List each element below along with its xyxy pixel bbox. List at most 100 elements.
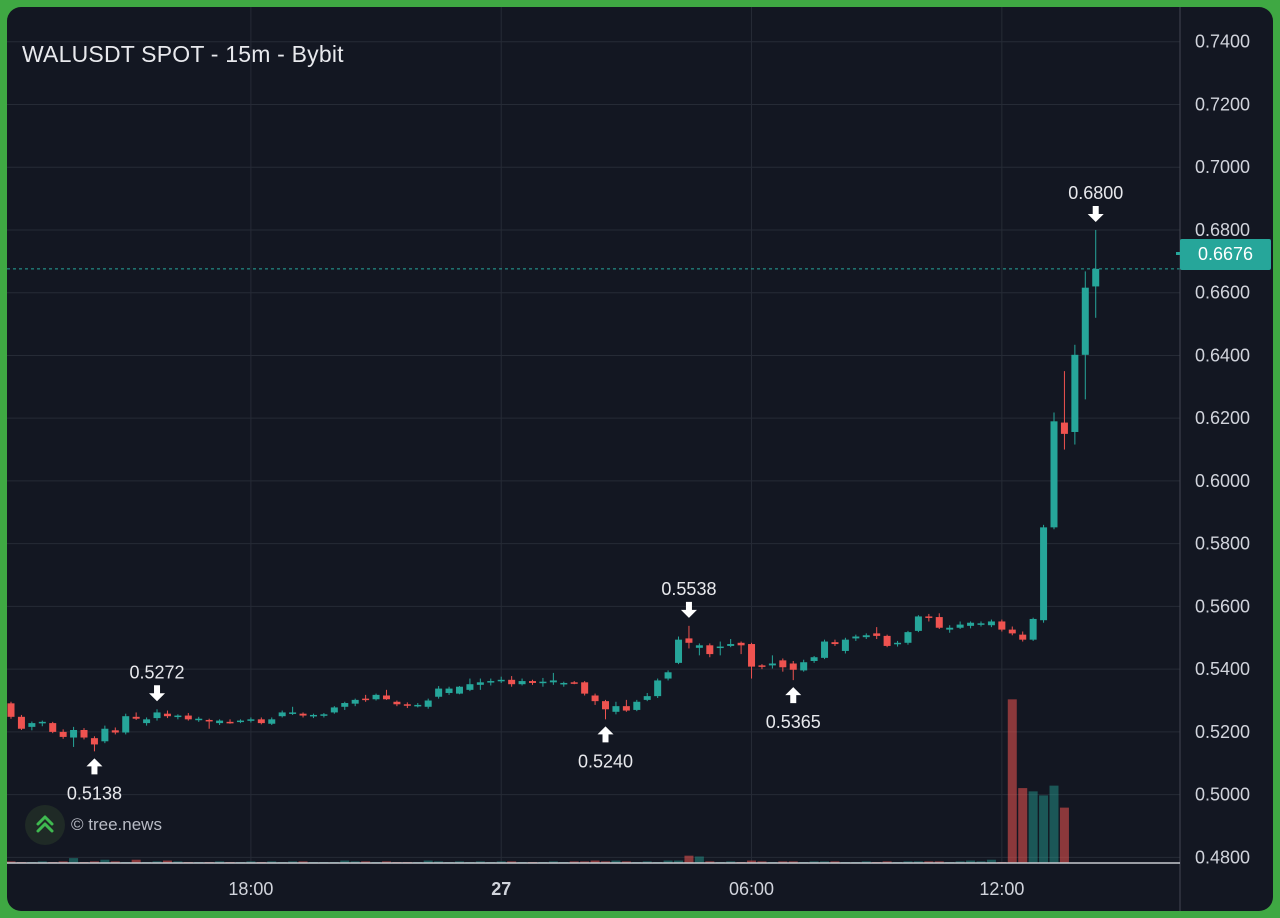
candle-body bbox=[435, 688, 443, 697]
volume-bar bbox=[162, 860, 172, 863]
watermark: © tree.news bbox=[25, 805, 162, 845]
volume-bar bbox=[809, 861, 819, 863]
candle-body bbox=[685, 638, 693, 643]
current-price-tag: 0.6676 bbox=[1176, 239, 1271, 270]
volume-bar bbox=[778, 861, 788, 863]
candle-body bbox=[122, 716, 130, 733]
candle-body bbox=[716, 646, 724, 649]
candle-body bbox=[101, 728, 109, 742]
volume-bar bbox=[215, 861, 225, 863]
candle-body bbox=[393, 701, 401, 705]
candle-body bbox=[143, 719, 151, 724]
candle-body bbox=[622, 706, 630, 711]
volume-bar bbox=[1007, 699, 1017, 863]
candle-body bbox=[403, 704, 411, 706]
candle-body bbox=[184, 715, 192, 720]
volume-bar bbox=[694, 856, 704, 863]
axis-layer: 0.4800 0.5000 0.5200 0.5400 0.5600 0.5800 0.60… bbox=[7, 7, 1250, 911]
candle-body bbox=[236, 720, 244, 723]
candle-body bbox=[289, 712, 297, 714]
volume-bar bbox=[601, 861, 611, 863]
y-tick-label: 0.7200 bbox=[1195, 94, 1250, 114]
volume-bar bbox=[361, 861, 371, 863]
candle-body bbox=[967, 622, 975, 626]
candle-body bbox=[591, 695, 599, 702]
volume-bar bbox=[100, 859, 110, 863]
candle-body bbox=[518, 681, 526, 685]
candle-body bbox=[216, 720, 224, 724]
price-annotation-label: 0.6800 bbox=[1068, 183, 1123, 203]
candle-body bbox=[320, 714, 328, 716]
volume-bar bbox=[548, 861, 558, 863]
candle-body bbox=[132, 716, 140, 719]
candle-body bbox=[695, 645, 703, 648]
candle-body bbox=[831, 642, 839, 645]
x-tick-label: 12:00 bbox=[979, 879, 1024, 899]
candle-body bbox=[612, 706, 620, 712]
candle-body bbox=[268, 719, 276, 724]
candle-body bbox=[560, 682, 568, 685]
volume-bar bbox=[1018, 788, 1028, 863]
volume-bar bbox=[496, 861, 506, 863]
candle-body bbox=[153, 712, 161, 719]
candle-body bbox=[309, 714, 317, 717]
volume-bar bbox=[340, 860, 350, 863]
volume-bar bbox=[37, 861, 47, 863]
volume-bar bbox=[454, 861, 464, 863]
candle-body bbox=[226, 721, 234, 724]
candle-body bbox=[737, 642, 745, 646]
candle-body bbox=[768, 663, 776, 666]
price-annotation-label: 0.5365 bbox=[766, 712, 821, 732]
candle-body bbox=[205, 719, 213, 722]
volume-bar bbox=[934, 861, 944, 863]
candle-body bbox=[111, 730, 119, 733]
candle-body bbox=[330, 707, 338, 713]
candle-body bbox=[862, 635, 870, 638]
volume-bar bbox=[350, 861, 360, 863]
candle-body bbox=[70, 730, 78, 738]
volume-bar bbox=[611, 860, 621, 863]
y-tick-label: 0.5200 bbox=[1195, 722, 1250, 742]
volume-bar bbox=[434, 861, 444, 863]
volume-bar bbox=[381, 861, 391, 863]
volume-bar bbox=[246, 861, 256, 863]
candle-body bbox=[163, 713, 171, 717]
candle-body bbox=[362, 698, 370, 701]
candlestick-chart[interactable]: 0.5138 0.5272 0.5240 0.5538 0.5365 0.6800 0.4… bbox=[7, 7, 1273, 911]
y-tick-label: 0.7000 bbox=[1195, 157, 1250, 177]
candle-body bbox=[904, 632, 912, 643]
arrow-up-icon bbox=[597, 726, 614, 743]
candle-body bbox=[247, 719, 255, 721]
volume-bar bbox=[986, 859, 996, 863]
volume-bar bbox=[173, 861, 183, 863]
y-tick-label: 0.6800 bbox=[1195, 220, 1250, 240]
x-tick-label: 27 bbox=[491, 879, 511, 899]
volume-bar bbox=[423, 860, 433, 863]
price-annotation-label: 0.5138 bbox=[67, 783, 122, 803]
volume-bar bbox=[924, 861, 934, 863]
volume-bar bbox=[89, 861, 99, 863]
candle-body bbox=[914, 616, 922, 631]
arrow-up-icon bbox=[86, 758, 103, 775]
candle-body bbox=[382, 695, 390, 700]
volume-bar bbox=[267, 861, 277, 863]
candle-body bbox=[873, 633, 881, 636]
candle-body bbox=[1092, 268, 1100, 287]
volume-bar bbox=[569, 861, 579, 863]
candle-body bbox=[299, 713, 307, 716]
arrow-down-icon bbox=[1087, 205, 1104, 222]
candle-body bbox=[1060, 422, 1068, 434]
candle-body bbox=[998, 621, 1006, 630]
y-tick-label: 0.5600 bbox=[1195, 596, 1250, 616]
candle-body bbox=[257, 719, 265, 724]
volume-bar bbox=[726, 861, 736, 863]
candle-layer bbox=[7, 229, 1180, 752]
volume-bar bbox=[684, 855, 694, 863]
volume-bar bbox=[475, 861, 485, 863]
candle-body bbox=[800, 662, 808, 671]
candle-body bbox=[883, 635, 891, 646]
candle-body bbox=[278, 712, 286, 717]
y-tick-label: 0.7400 bbox=[1195, 32, 1250, 52]
candle-body bbox=[424, 700, 432, 707]
candle-body bbox=[956, 624, 964, 628]
